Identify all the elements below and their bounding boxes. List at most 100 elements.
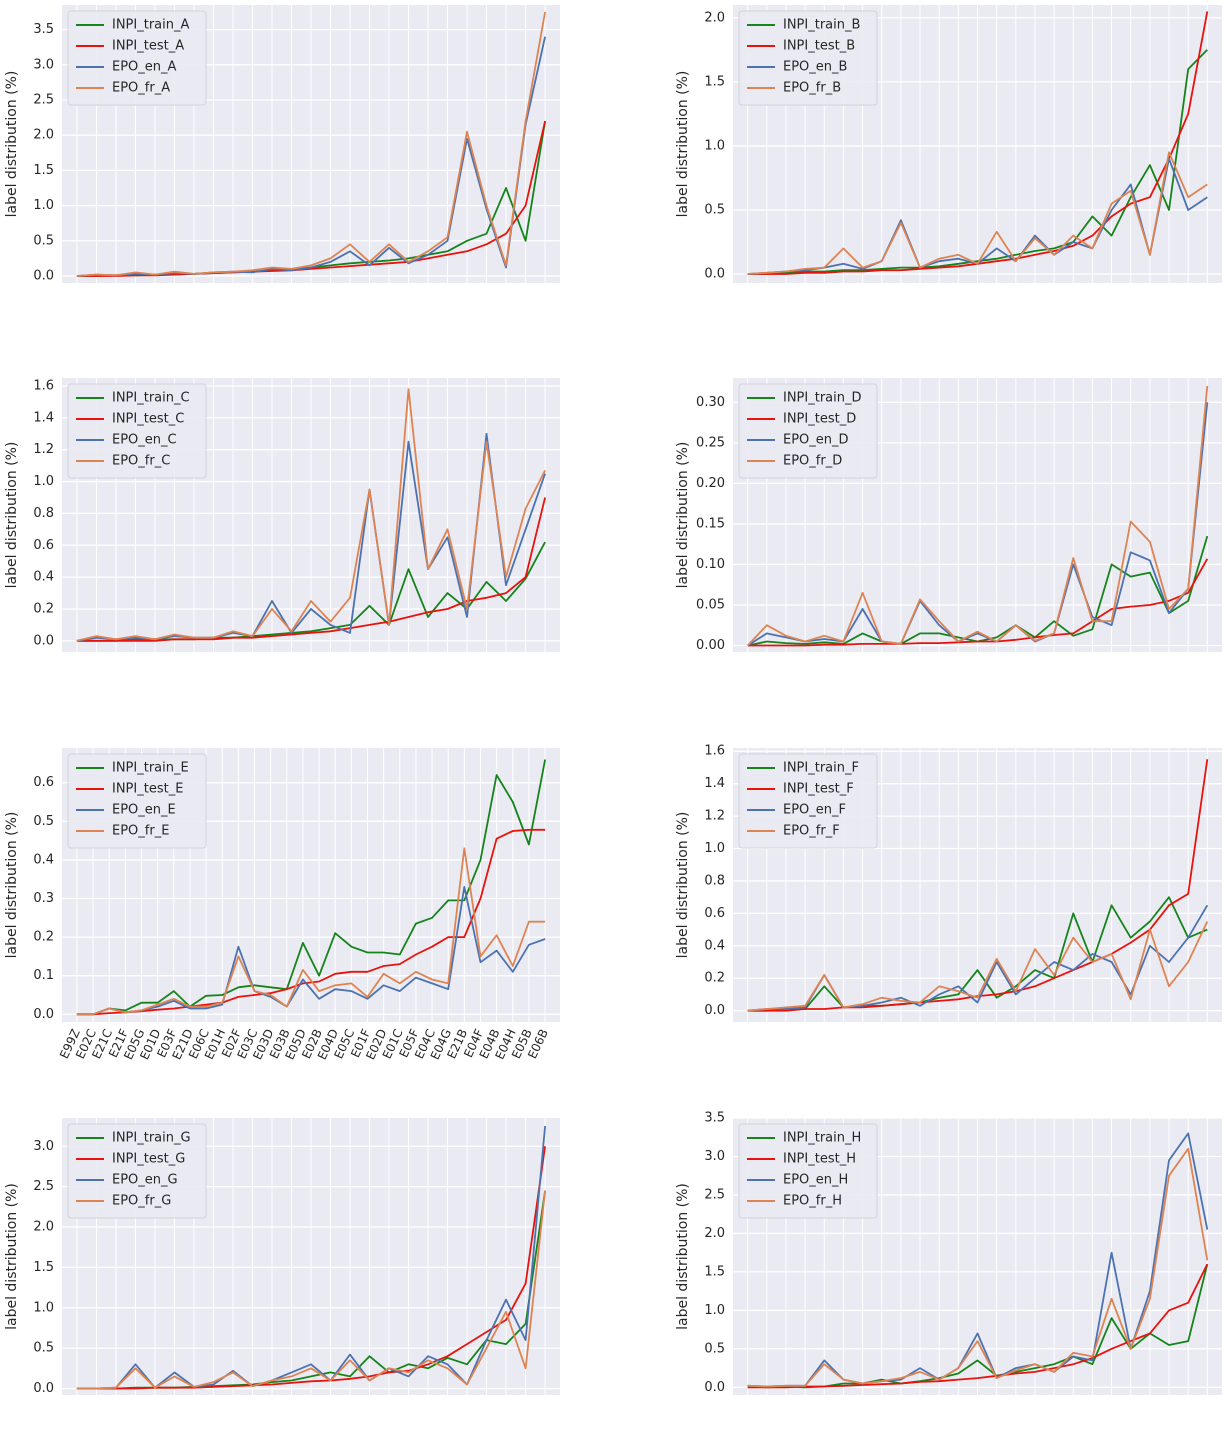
legend-label: EPO_en_C (112, 433, 177, 448)
y-tick-label: 0.5 (33, 814, 54, 829)
y-tick-label: 1.5 (33, 1260, 54, 1275)
y-tick-label: 0.00 (696, 638, 725, 653)
series-line (76, 11, 546, 277)
y-axis-label: label distribution (%) (675, 812, 691, 959)
y-axis-label: label distribution (%) (4, 442, 20, 589)
legend-label: INPI_train_B (783, 18, 860, 33)
legend-label: EPO_en_H (783, 1173, 848, 1188)
y-tick-label: 3.0 (33, 57, 54, 72)
y-tick-label: 0.15 (696, 516, 725, 531)
y-tick-label: 0.2 (33, 930, 54, 945)
series-line (76, 886, 546, 1016)
y-tick-label: 3.5 (704, 1111, 725, 1126)
legend-label: EPO_fr_A (112, 81, 170, 96)
series-line (76, 759, 546, 1016)
y-tick-label: 0.4 (704, 938, 725, 953)
legend-label: EPO_en_D (783, 433, 849, 448)
y-axis-label: label distribution (%) (675, 71, 691, 218)
y-tick-label: 0.5 (33, 1341, 54, 1356)
y-axis-label: label distribution (%) (4, 71, 20, 218)
legend-label: INPI_test_C (112, 412, 184, 427)
legend-label: EPO_fr_B (783, 81, 841, 96)
legend-label: INPI_test_H (783, 1152, 856, 1167)
series-line (747, 49, 1208, 275)
panel: 0.0 0.2 0.4 0.6 0.8 1.0 1.2 1.4 1.6 label distrib… (675, 744, 1222, 1022)
legend-label: EPO_fr_H (783, 1194, 842, 1209)
y-tick-label: 2.5 (33, 93, 54, 108)
legend-label: INPI_train_G (112, 1131, 191, 1146)
legend-box (738, 753, 878, 849)
y-tick-label: 0.05 (696, 597, 725, 612)
y-tick-label: 0.4 (33, 570, 54, 585)
y-tick-label: 0.20 (696, 476, 725, 491)
y-axis-label: label distribution (%) (675, 442, 691, 589)
legend-label: EPO_en_G (112, 1173, 178, 1188)
legend-box (67, 383, 207, 479)
series-line (747, 1263, 1209, 1389)
y-tick-label: 0.6 (33, 775, 54, 790)
legend-label: INPI_train_H (783, 1131, 861, 1146)
legend-label: EPO_en_A (112, 60, 177, 75)
y-tick-label: 1.0 (704, 1303, 725, 1318)
legend-label: EPO_fr_C (112, 454, 170, 469)
y-tick-label: 1.6 (33, 378, 54, 393)
y-tick-label: 0.25 (696, 435, 725, 450)
y-tick-label: 1.6 (704, 744, 725, 759)
y-axis-label: label distribution (%) (4, 812, 20, 959)
y-tick-label: 1.4 (33, 410, 54, 425)
y-tick-label: 0.30 (696, 395, 725, 410)
y-tick-label: 1.0 (704, 841, 725, 856)
y-tick-label: 0.2 (704, 971, 725, 986)
series-line (76, 847, 546, 1016)
legend-label: INPI_train_F (783, 761, 859, 776)
legend-label: EPO_fr_E (112, 824, 169, 839)
series-line (747, 402, 1209, 647)
y-tick-label: 1.5 (33, 163, 54, 178)
y-tick-label: 1.0 (33, 474, 54, 489)
legend-label: EPO_en_F (783, 803, 846, 818)
y-tick-label: 2.0 (33, 1220, 54, 1235)
y-tick-label: 2.5 (33, 1179, 54, 1194)
panel: 0.0 0.5 1.0 1.5 2.0 label distribution (%) INP… (675, 5, 1222, 283)
legend-box (738, 1123, 878, 1219)
panel: E99ZE02CE21CE21FE05GE01DE03FE21DE06CE01H… (4, 748, 560, 1062)
legend-box (67, 10, 207, 106)
legend-label: EPO_fr_G (112, 1194, 171, 1209)
legend-label: EPO_en_E (112, 803, 176, 818)
panel: 0.0 0.2 0.4 0.6 0.8 1.0 1.2 1.4 1.6 label distrib… (4, 378, 560, 652)
y-tick-label: 3.5 (33, 22, 54, 37)
panel: 0.0 0.5 1.0 1.5 2.0 2.5 3.0 3.5 label distributi… (675, 1111, 1222, 1395)
legend-label: INPI_test_A (112, 39, 184, 54)
y-tick-label: 1.2 (704, 809, 725, 824)
y-tick-label: 0.8 (704, 873, 725, 888)
series-line (747, 151, 1208, 275)
legend-label: EPO_fr_F (783, 824, 840, 839)
series-line (747, 896, 1208, 1012)
legend-box (738, 10, 878, 106)
legend-label: INPI_test_G (112, 1152, 185, 1167)
y-axis-label: label distribution (%) (4, 1183, 20, 1330)
legend-box (67, 1123, 207, 1219)
legend-label: EPO_en_B (783, 60, 847, 75)
series-line (76, 1190, 546, 1390)
legend-label: INPI_test_B (783, 39, 855, 54)
y-tick-label: 0.5 (33, 233, 54, 248)
y-tick-label: 0.8 (33, 506, 54, 521)
legend-label: INPI_train_E (112, 761, 189, 776)
y-tick-label: 1.4 (704, 776, 725, 791)
series-line (747, 921, 1209, 1012)
y-tick-label: 1.5 (704, 74, 725, 89)
y-tick-label: 2.0 (704, 1226, 725, 1241)
y-tick-label: 0.0 (704, 267, 725, 282)
y-tick-label: 0.6 (33, 538, 54, 553)
y-tick-label: 0.10 (696, 557, 725, 572)
series-line (76, 828, 546, 1016)
y-tick-label: 0.4 (33, 852, 54, 867)
y-tick-label: 1.5 (704, 1264, 725, 1279)
y-tick-label: 0.1 (33, 968, 54, 983)
y-tick-label: 0.0 (33, 1007, 54, 1022)
y-tick-label: 0.0 (33, 633, 54, 648)
y-axis-label: label distribution (%) (675, 1183, 691, 1330)
